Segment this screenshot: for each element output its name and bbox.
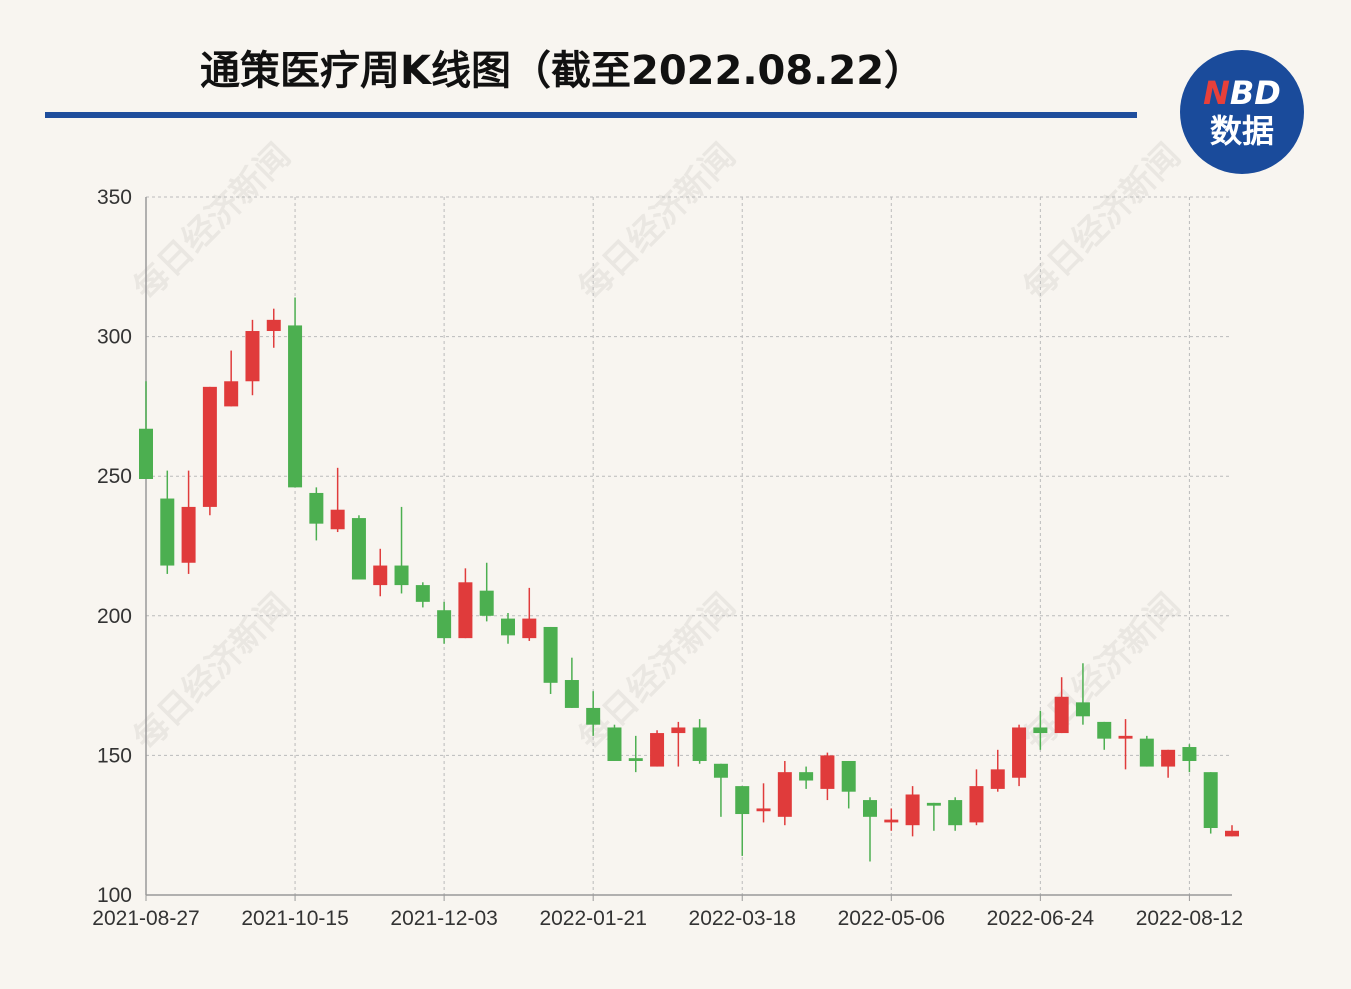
candle-body — [181, 506, 196, 563]
candle-body — [1182, 747, 1197, 761]
x-tick-label: 2022-03-18 — [689, 907, 796, 930]
y-tick-label: 250 — [97, 465, 132, 488]
logo-bd: BD — [1230, 74, 1281, 112]
candle-body — [799, 772, 814, 781]
y-tick-label: 350 — [97, 186, 132, 209]
candle-body — [905, 794, 920, 826]
candle-body — [863, 800, 877, 817]
candle-body — [351, 518, 366, 580]
x-tick-label: 2021-10-15 — [241, 907, 348, 930]
x-tick-label: 2022-05-06 — [838, 907, 945, 930]
candle-body — [990, 769, 1005, 789]
x-tick-label: 2021-08-27 — [92, 907, 199, 930]
candle-body — [309, 492, 324, 524]
candle-body — [160, 498, 175, 566]
logo-text: NBD — [1203, 74, 1281, 112]
candle-body — [969, 786, 984, 823]
candle-body — [139, 428, 153, 479]
candle-body — [224, 381, 239, 407]
candle-body — [671, 727, 686, 734]
candle-body — [1203, 772, 1218, 828]
candle-body — [522, 618, 537, 639]
x-tick-label: 2022-08-12 — [1136, 907, 1243, 930]
candle-body — [288, 325, 303, 488]
candle-body — [1012, 727, 1027, 778]
candle-body — [1118, 735, 1133, 739]
x-tick-label: 2022-06-24 — [987, 907, 1095, 930]
y-tick-label: 150 — [97, 744, 132, 767]
candle-body — [650, 733, 665, 767]
candle-body — [926, 802, 941, 806]
candle-body — [415, 585, 430, 602]
candle-body — [373, 565, 388, 586]
candle-body — [1075, 702, 1090, 717]
logo — [1180, 50, 1304, 174]
candle-body — [564, 680, 579, 708]
candle-body — [884, 819, 899, 823]
candle-body — [586, 707, 601, 725]
candle-body — [501, 618, 515, 636]
candle-body — [628, 758, 643, 761]
candle-body — [735, 786, 750, 815]
candle-body — [777, 772, 792, 817]
x-tick-label: 2022-01-21 — [539, 907, 646, 930]
candle-body — [1225, 830, 1239, 837]
x-tick-label: 2021-12-03 — [390, 907, 497, 930]
candle-body — [266, 319, 281, 332]
y-tick-label: 200 — [97, 605, 132, 628]
candle-body — [820, 755, 835, 789]
candle-body — [1139, 738, 1154, 767]
candle-body — [437, 610, 452, 639]
chart-title: 通策医疗周K线图（截至2022.08.22） — [200, 48, 924, 94]
logo-cn: 数据 — [1210, 112, 1274, 150]
candle-body — [1054, 696, 1069, 734]
candle-body — [948, 800, 963, 826]
candle-body — [245, 331, 260, 382]
title-rule — [45, 112, 1137, 118]
candle-body — [458, 582, 473, 639]
candle-body — [202, 386, 217, 507]
candle-body — [841, 760, 856, 792]
candle-body — [1097, 721, 1112, 739]
candle-body — [479, 590, 494, 616]
y-tick-label: 100 — [97, 884, 132, 907]
candle-body — [394, 565, 409, 586]
logo-n: N — [1203, 74, 1230, 112]
candle-body — [1033, 727, 1048, 734]
candle-body — [1161, 749, 1176, 767]
candle-body — [330, 509, 345, 530]
candle-body — [607, 727, 622, 761]
candle-body — [692, 727, 707, 761]
y-tick-label: 300 — [97, 326, 132, 349]
candle-body — [713, 763, 728, 778]
candle-body — [543, 626, 558, 683]
candle-body — [756, 808, 771, 812]
